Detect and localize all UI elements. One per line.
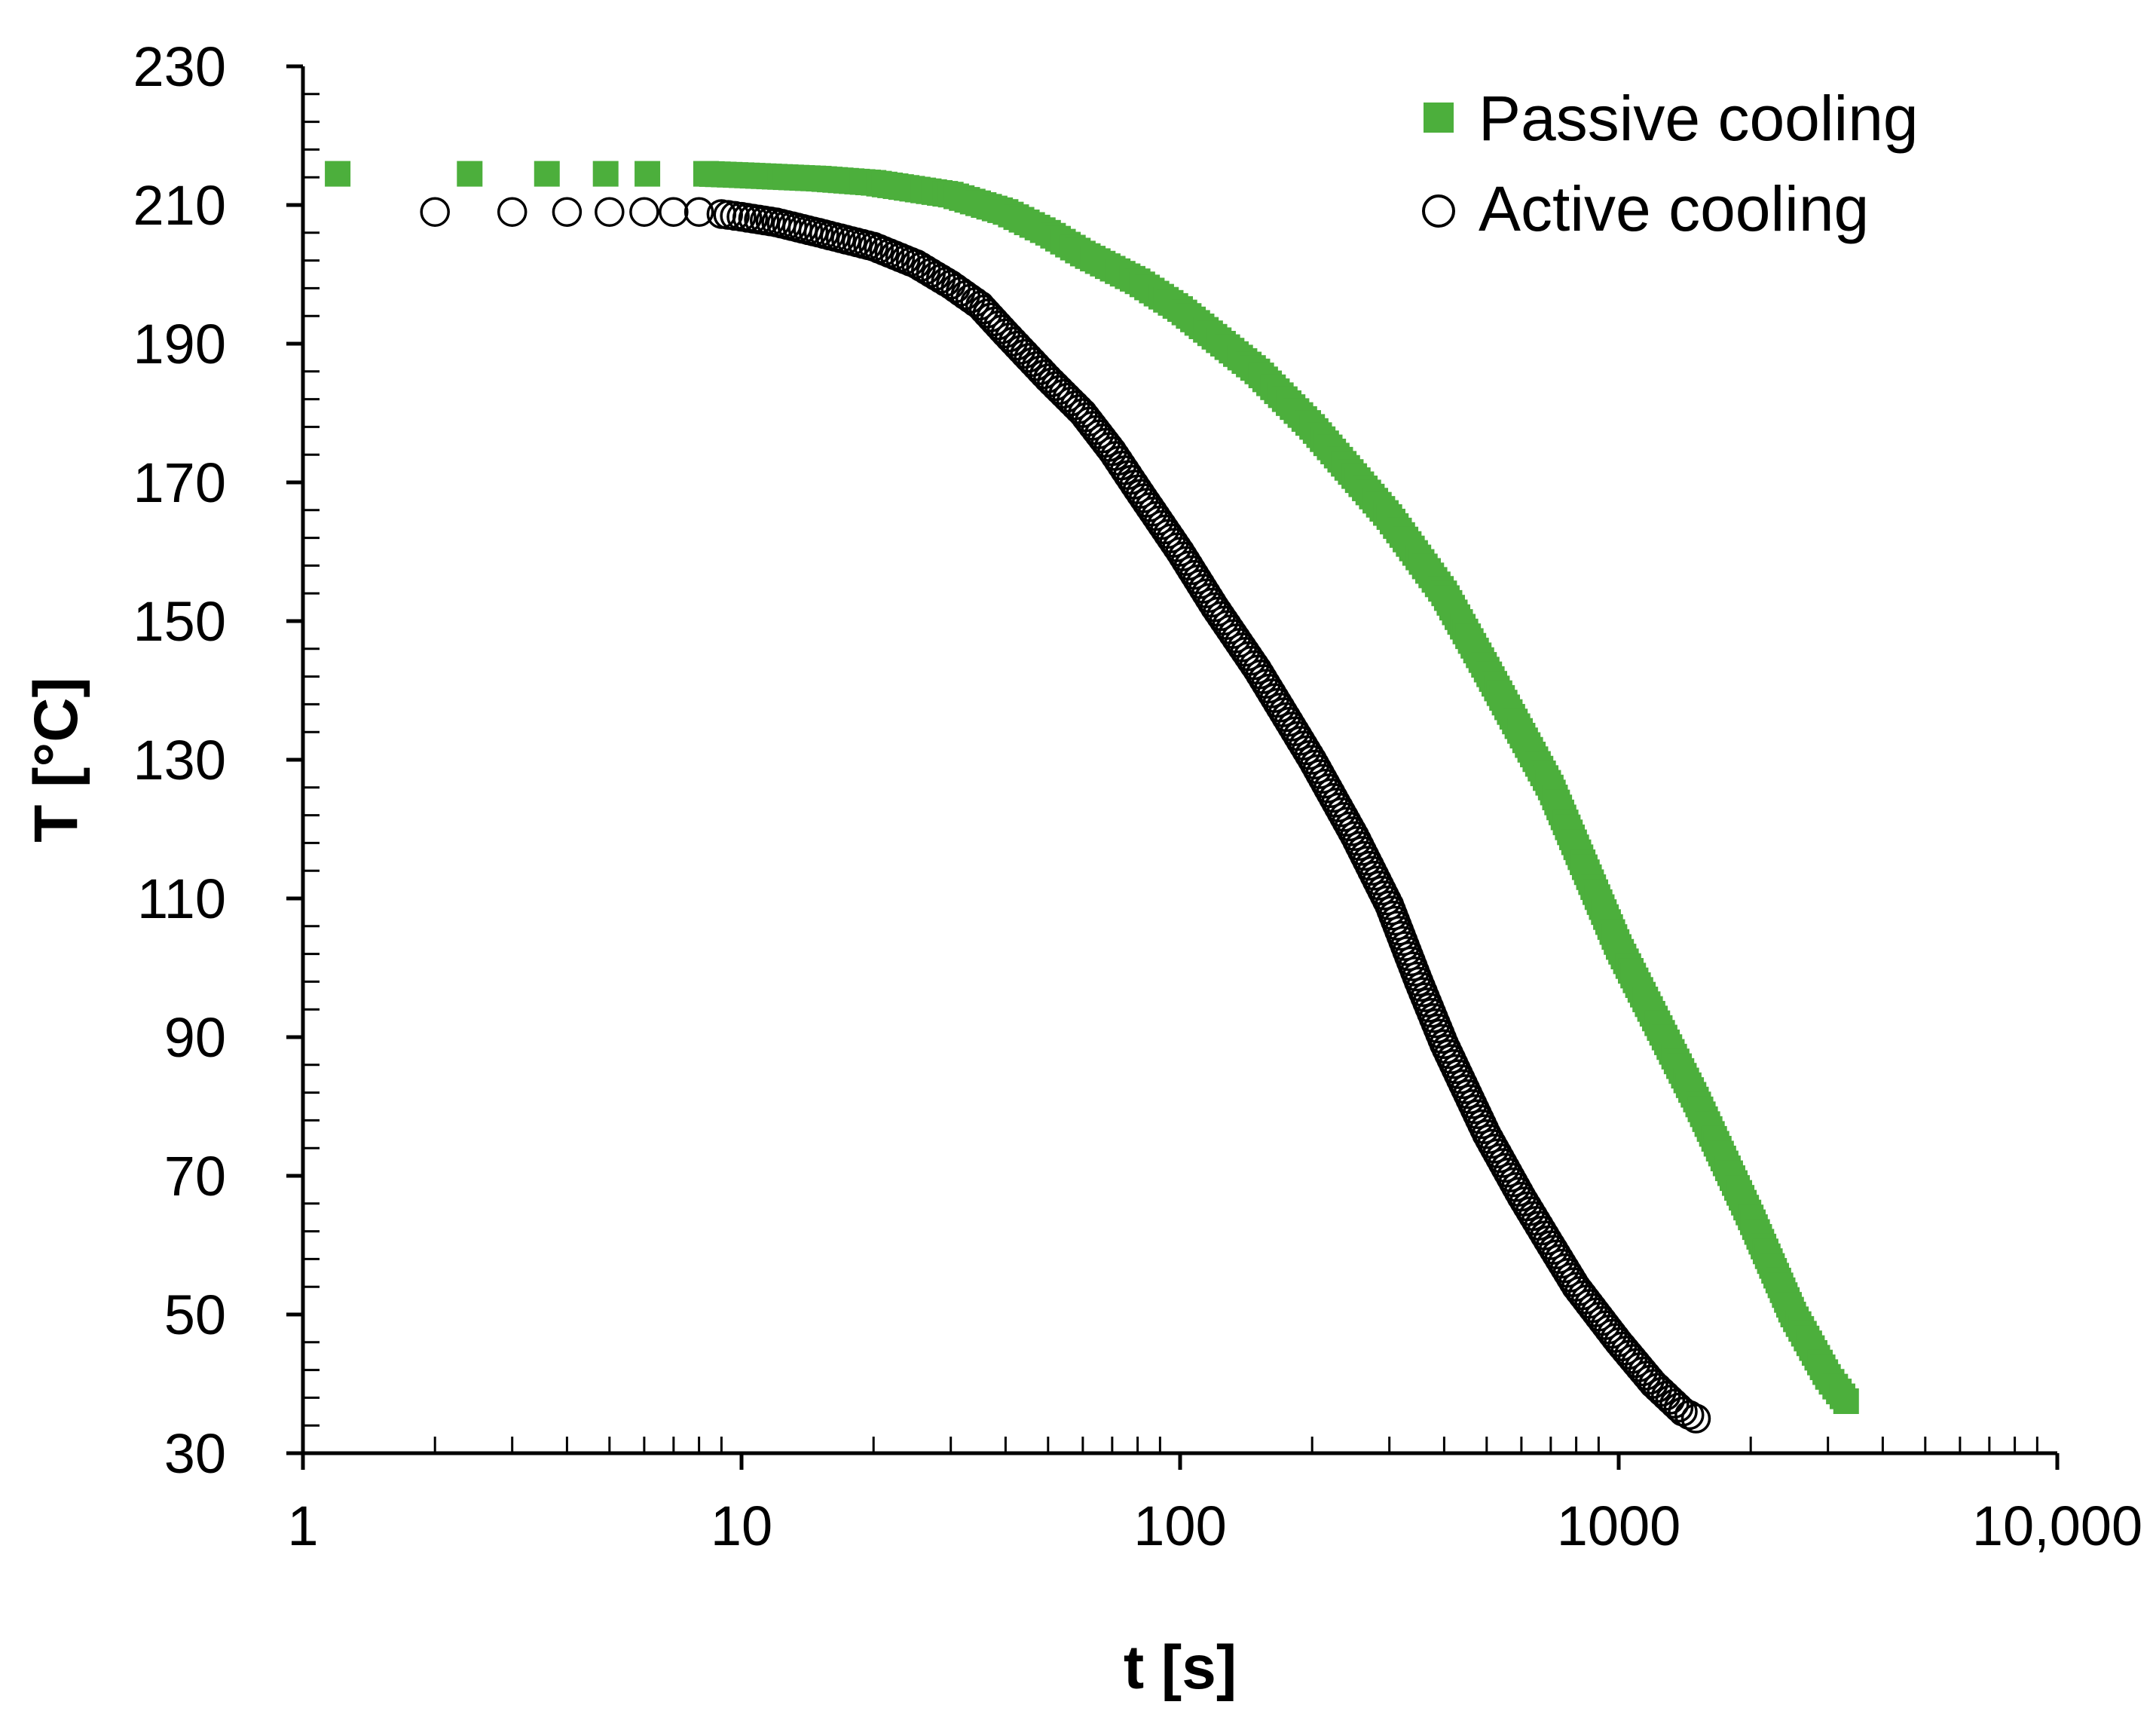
data-point xyxy=(945,277,976,307)
x-tick-label: 10 xyxy=(711,1495,772,1557)
data-point xyxy=(1033,363,1063,393)
data-point xyxy=(1037,367,1067,397)
data-point xyxy=(595,197,625,227)
y-tick-label: 110 xyxy=(137,868,226,930)
data-point xyxy=(1029,359,1060,390)
series-passive-cooling xyxy=(325,161,1859,1414)
y-tick-label: 130 xyxy=(133,729,226,791)
data-point xyxy=(635,161,661,187)
legend-label-active: Active cooling xyxy=(1479,173,1869,244)
data-point xyxy=(980,306,1010,337)
data-point xyxy=(1833,1388,1859,1414)
data-point xyxy=(629,197,659,227)
data-point xyxy=(940,273,971,304)
legend-marker-passive xyxy=(1424,103,1454,133)
x-tick-label: 10,000 xyxy=(1972,1495,2142,1557)
legend-label-passive: Passive cooling xyxy=(1479,83,1919,154)
y-tick-label: 50 xyxy=(164,1284,226,1346)
data-point xyxy=(1056,386,1087,417)
x-axis-title: t [s] xyxy=(1124,1633,1237,1702)
data-point xyxy=(935,270,966,300)
x-tick-label: 1 xyxy=(287,1495,318,1557)
data-point xyxy=(420,197,450,227)
data-point xyxy=(497,197,528,227)
y-tick-label: 70 xyxy=(164,1145,226,1207)
x-tick-label: 1000 xyxy=(1557,1495,1681,1557)
data-point xyxy=(659,197,689,227)
y-ticks: 30 50 70 90 110 130 150 170 190 210 230 xyxy=(133,35,320,1485)
series-layer xyxy=(325,161,1859,1434)
y-tick-label: 150 xyxy=(133,590,226,653)
x-ticks: 1 10 100 1000 10,000 xyxy=(287,1437,2142,1557)
y-tick-label: 90 xyxy=(164,1006,226,1069)
data-point xyxy=(534,161,560,187)
data-point xyxy=(1659,1388,1690,1419)
legend: Passive cooling Active cooling xyxy=(1422,83,1919,244)
legend-marker-active xyxy=(1422,194,1455,228)
data-point xyxy=(1041,371,1071,401)
data-point xyxy=(983,310,1014,341)
y-tick-label: 210 xyxy=(133,174,226,237)
series-active-cooling xyxy=(420,197,1711,1434)
data-point xyxy=(592,161,619,187)
y-tick-label: 170 xyxy=(133,451,226,514)
data-point xyxy=(950,280,980,311)
y-tick-label: 190 xyxy=(133,313,226,375)
data-point xyxy=(1044,375,1075,406)
data-point xyxy=(1635,1364,1665,1395)
x-tick-label: 100 xyxy=(1133,1495,1226,1557)
data-point xyxy=(1025,355,1056,385)
data-point xyxy=(683,197,714,227)
data-point xyxy=(1674,1400,1705,1431)
y-tick-label: 230 xyxy=(133,35,226,98)
y-tick-label: 30 xyxy=(164,1422,226,1485)
data-point xyxy=(1048,378,1079,409)
data-point xyxy=(552,197,583,227)
y-axis-title: T [°C] xyxy=(22,677,90,843)
data-point xyxy=(325,161,351,187)
data-point xyxy=(1052,382,1083,413)
data-point xyxy=(1680,1403,1711,1434)
data-point xyxy=(457,161,483,187)
